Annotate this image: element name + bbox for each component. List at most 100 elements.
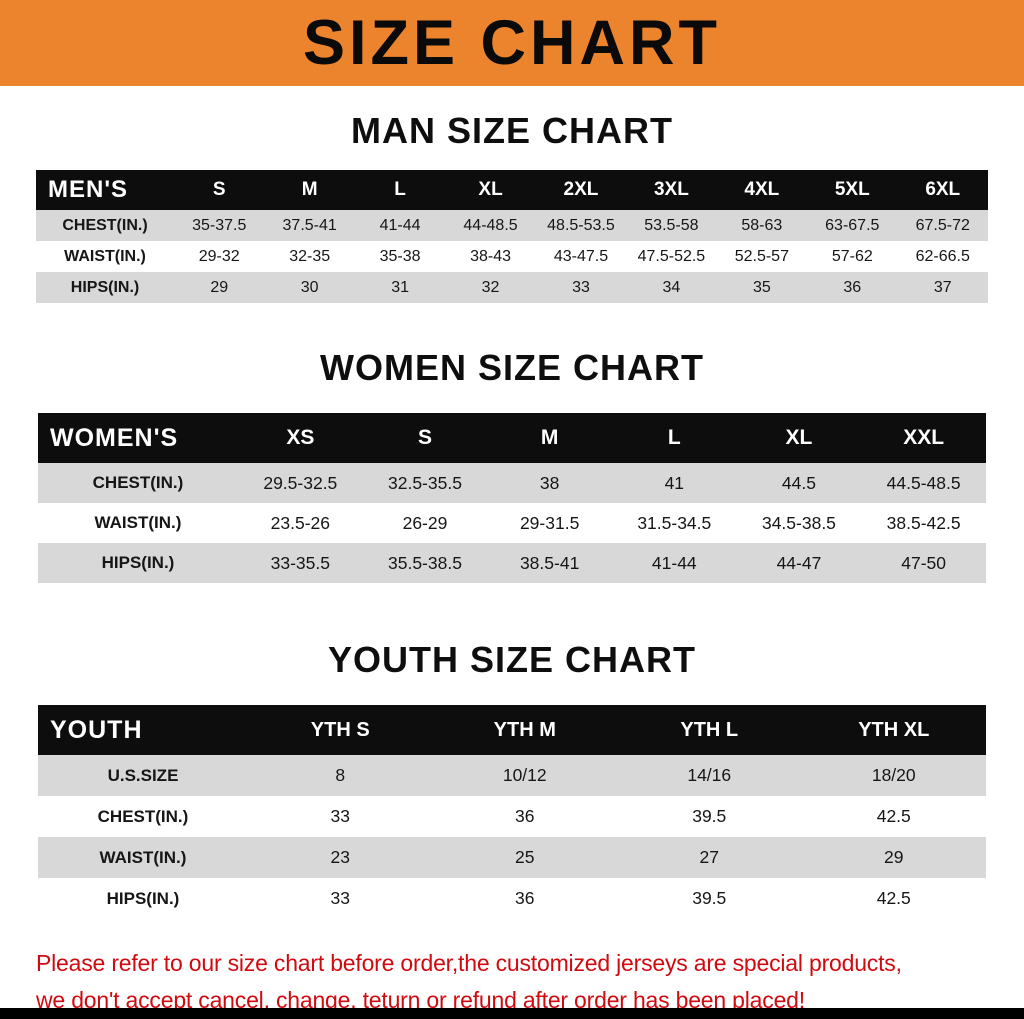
size-column-header: 2XL bbox=[563, 179, 599, 200]
row-label: HIPS(IN.) bbox=[101, 553, 175, 572]
size-value: 26-29 bbox=[402, 512, 448, 533]
size-value: 35 bbox=[752, 278, 771, 296]
size-column-header: M bbox=[540, 426, 559, 449]
row-label: U.S.SIZE bbox=[107, 765, 179, 785]
size-value: 36 bbox=[515, 888, 535, 908]
size-value: 38.5-41 bbox=[519, 552, 580, 573]
size-value: 52.5-57 bbox=[734, 247, 789, 265]
table-header-row: WOMEN'S XS S M L XL XXL bbox=[38, 413, 986, 463]
table-row: CHEST(IN.) 33 36 39.5 42.5 bbox=[38, 796, 986, 837]
order-notice: Please refer to our size chart before or… bbox=[36, 945, 992, 1019]
size-value: 31 bbox=[391, 278, 409, 296]
banner: SIZE CHART bbox=[0, 0, 1024, 86]
size-column-header: 5XL bbox=[834, 179, 870, 200]
table-row: WAIST(IN.) 29-32 32-35 35-38 38-43 43-47.5 47.… bbox=[36, 241, 988, 272]
size-value: 10/12 bbox=[502, 765, 547, 785]
table-row: CHEST(IN.) 35-37.5 37.5-41 41-44 44-48.5 48.5… bbox=[36, 210, 988, 241]
size-column-header: YTH S bbox=[310, 718, 370, 741]
size-column-header: XS bbox=[286, 426, 315, 449]
size-value: 25 bbox=[515, 847, 535, 867]
table-corner-label: WOMEN'S bbox=[50, 423, 179, 452]
youth-size-section: YOUTH SIZE CHART YOUTH YTH S YTH M YTH L YTH… bbox=[0, 639, 1024, 919]
table-header-row: YOUTH YTH S YTH M YTH L YTH XL bbox=[38, 705, 986, 755]
size-value: 36 bbox=[843, 278, 862, 296]
size-column-header: YTH L bbox=[680, 718, 739, 741]
size-column-header: 6XL bbox=[925, 179, 961, 200]
row-label: HIPS(IN.) bbox=[70, 278, 140, 296]
size-value: 44-48.5 bbox=[463, 216, 518, 234]
size-value: 32.5-35.5 bbox=[388, 472, 462, 493]
size-value: 34.5-38.5 bbox=[761, 512, 836, 533]
size-value: 18/20 bbox=[871, 765, 916, 785]
size-value: 32-35 bbox=[289, 247, 331, 265]
size-value: 33 bbox=[330, 806, 350, 826]
size-value: 36 bbox=[515, 806, 535, 826]
size-column-header: XXL bbox=[903, 426, 945, 449]
notice-line-1: Please refer to our size chart before or… bbox=[36, 950, 902, 976]
size-column-header: XL bbox=[785, 426, 813, 449]
table-corner-label: YOUTH bbox=[50, 715, 143, 744]
size-value: 37.5-41 bbox=[282, 216, 337, 234]
table-row: WAIST(IN.) 23.5-26 26-29 29-31.5 31.5-34.5 34… bbox=[38, 503, 986, 543]
size-value: 43-47.5 bbox=[553, 247, 609, 265]
row-label: WAIST(IN.) bbox=[94, 513, 182, 532]
table-row: U.S.SIZE 8 10/12 14/16 18/20 bbox=[38, 755, 986, 796]
size-value: 14/16 bbox=[687, 765, 732, 785]
size-value: 48.5-53.5 bbox=[547, 216, 615, 234]
size-value: 63-67.5 bbox=[825, 216, 880, 234]
size-value: 8 bbox=[335, 765, 346, 785]
row-label: HIPS(IN.) bbox=[106, 888, 180, 908]
size-column-header: 4XL bbox=[744, 179, 780, 200]
size-value: 23 bbox=[330, 847, 350, 867]
size-column-header: S bbox=[417, 426, 432, 449]
size-value: 38-43 bbox=[470, 247, 511, 265]
size-column-header: YTH M bbox=[493, 718, 556, 741]
size-value: 23.5-26 bbox=[270, 512, 330, 533]
size-value: 57-62 bbox=[831, 247, 873, 265]
page-title: SIZE CHART bbox=[303, 8, 721, 78]
size-value: 42.5 bbox=[876, 888, 911, 908]
size-value: 29-32 bbox=[198, 247, 240, 265]
size-value: 44.5 bbox=[781, 472, 816, 493]
size-value: 33 bbox=[572, 278, 590, 296]
size-column-header: S bbox=[212, 179, 226, 200]
size-value: 38.5-42.5 bbox=[886, 512, 961, 533]
row-label: CHEST(IN.) bbox=[62, 216, 148, 234]
row-label: WAIST(IN.) bbox=[64, 247, 146, 265]
row-label: CHEST(IN.) bbox=[97, 806, 189, 826]
size-value: 62-66.5 bbox=[915, 247, 970, 265]
size-column-header: M bbox=[301, 179, 318, 200]
size-value: 34 bbox=[662, 278, 681, 296]
size-value: 58-63 bbox=[741, 216, 783, 234]
size-value: 44-47 bbox=[776, 552, 822, 573]
size-column-header: L bbox=[394, 179, 406, 200]
size-value: 33-35.5 bbox=[270, 552, 330, 573]
table-corner-label: MEN'S bbox=[48, 176, 129, 203]
size-column-header: XL bbox=[478, 179, 503, 200]
size-value: 35-38 bbox=[379, 247, 421, 265]
size-value: 42.5 bbox=[876, 806, 911, 826]
size-value: 29 bbox=[210, 278, 229, 296]
table-row: WAIST(IN.) 23 25 27 29 bbox=[38, 837, 986, 878]
size-value: 41-44 bbox=[379, 216, 421, 234]
table-row: HIPS(IN.) 29 30 31 32 33 34 35 36 37 bbox=[36, 272, 988, 303]
youth-size-table: YOUTH YTH S YTH M YTH L YTH XL U.S.SIZE 8 10/12… bbox=[38, 705, 986, 919]
table-row: CHEST(IN.) 29.5-32.5 32.5-35.5 38 41 44.5 44.5… bbox=[38, 463, 986, 503]
size-value: 31.5-34.5 bbox=[637, 512, 712, 533]
size-value: 47-50 bbox=[901, 552, 947, 573]
size-value: 41 bbox=[664, 472, 685, 493]
men-size-section: MAN SIZE CHART MEN'S S M L XL 2XL 3XL 4XL 5XL 6XL… bbox=[0, 110, 1024, 303]
size-value: 27 bbox=[699, 847, 719, 867]
size-value: 37 bbox=[933, 278, 952, 296]
women-section-heading: WOMEN SIZE CHART bbox=[320, 347, 704, 388]
size-value: 29.5-32.5 bbox=[263, 472, 338, 493]
size-column-header: L bbox=[667, 426, 681, 449]
table-row: HIPS(IN.) 33 36 39.5 42.5 bbox=[38, 878, 986, 919]
bottom-bar bbox=[0, 1008, 1024, 1019]
size-value: 30 bbox=[300, 278, 319, 296]
row-label: WAIST(IN.) bbox=[99, 847, 187, 867]
men-section-heading: MAN SIZE CHART bbox=[351, 110, 673, 151]
size-value: 35.5-38.5 bbox=[388, 552, 462, 573]
size-value: 33 bbox=[330, 888, 350, 908]
